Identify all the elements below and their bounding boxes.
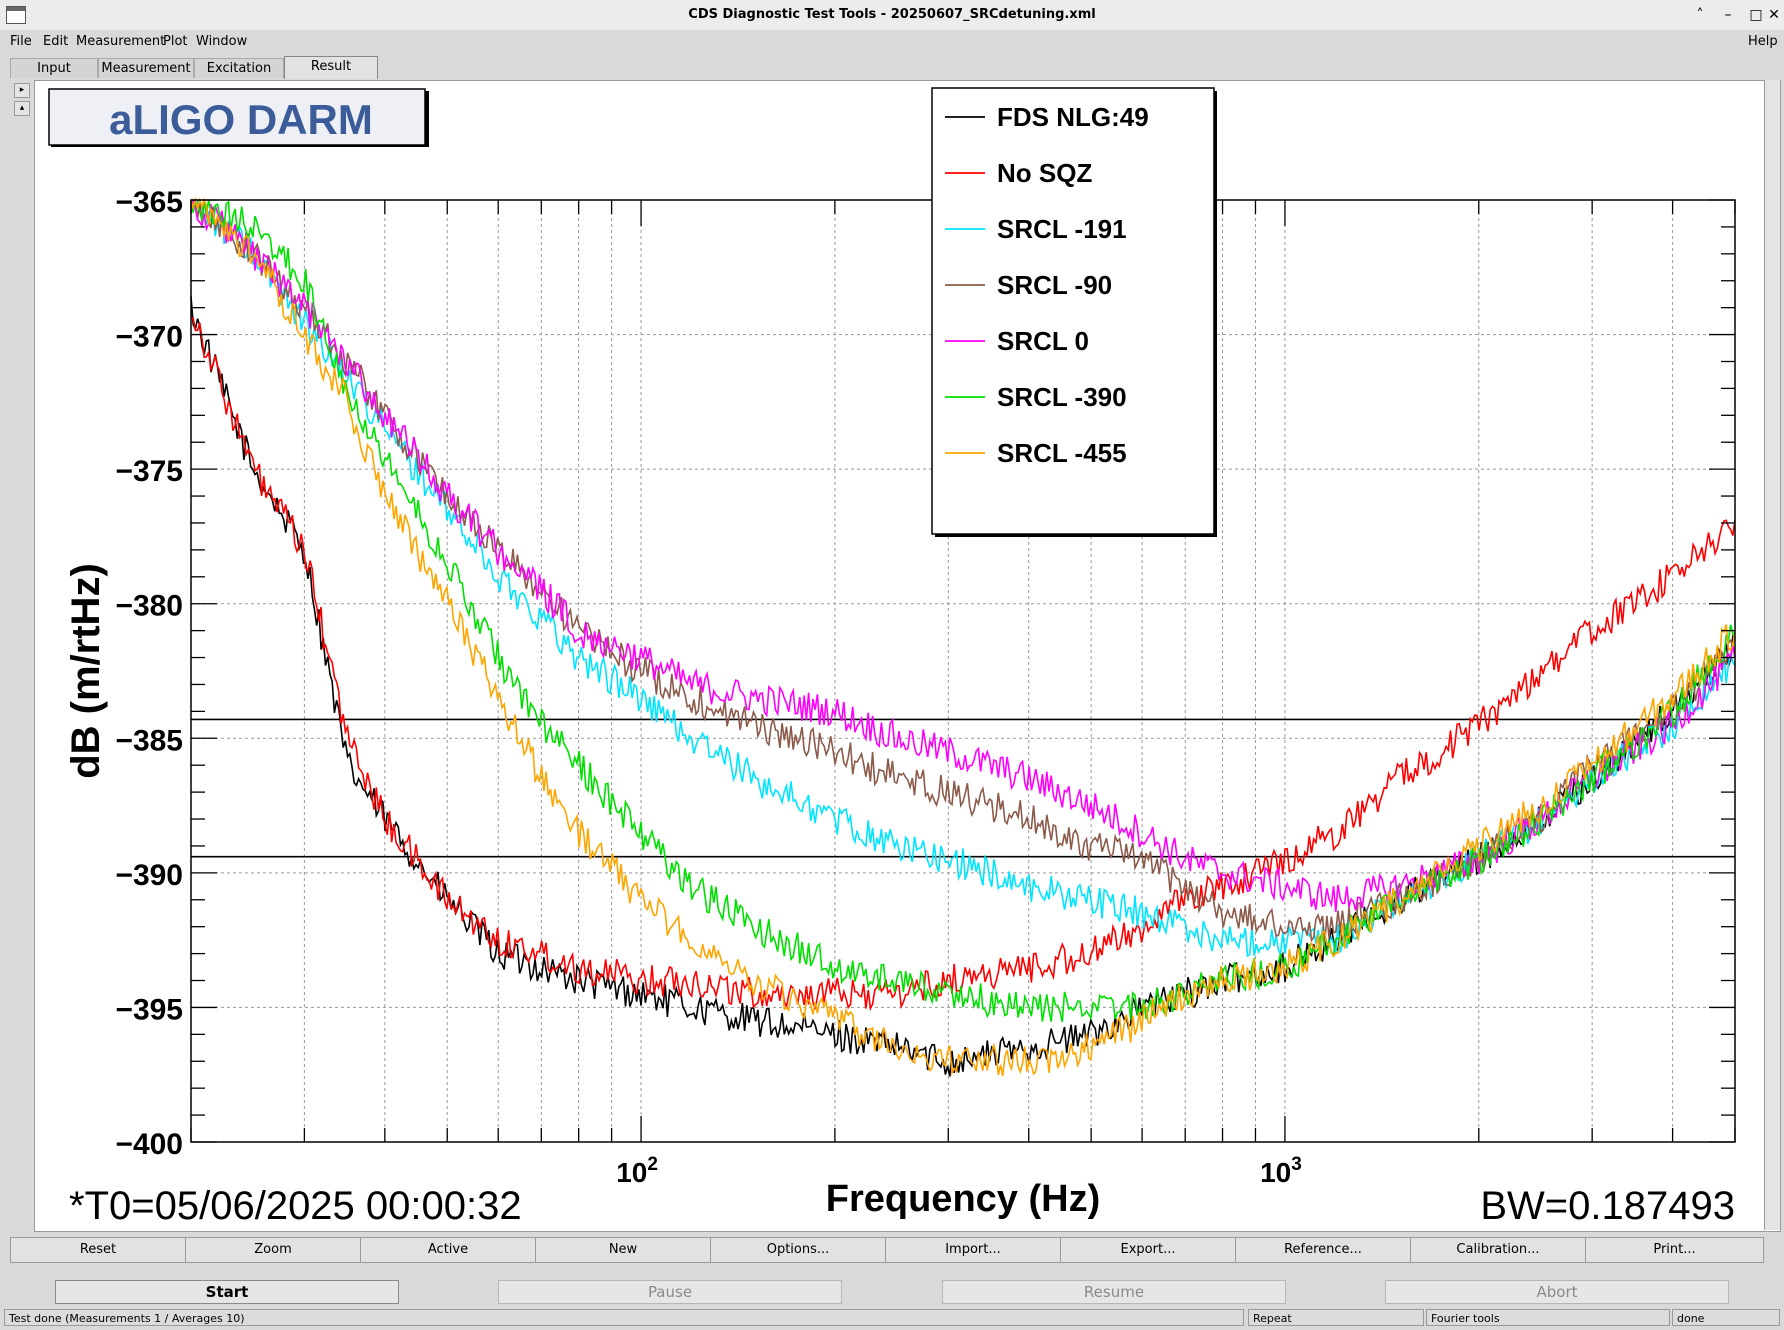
y-tick-label: −365 <box>115 186 183 219</box>
reset-button[interactable]: Reset <box>10 1237 186 1263</box>
legend-box <box>931 87 1215 535</box>
tab-measurement[interactable]: Measurement <box>98 58 194 78</box>
menu-window[interactable]: Window <box>196 34 248 49</box>
chart-title: aLIGO DARM <box>109 96 373 143</box>
tab-excitation[interactable]: Excitation <box>194 58 284 78</box>
y-tick-label: −385 <box>115 724 183 757</box>
legend-entry: FDS NLG:49 <box>997 102 1149 132</box>
series-line-3 <box>191 199 1736 943</box>
series-line-1 <box>190 317 1736 1012</box>
legend-entry: SRCL -191 <box>997 214 1127 244</box>
series-line-5 <box>190 196 1736 1023</box>
y-tick-label: −400 <box>115 1128 183 1161</box>
x-tick-exponent: 3 <box>1291 1154 1302 1175</box>
control-row: Start Pause Resume Abort <box>0 1277 1784 1307</box>
resume-button[interactable]: Resume <box>942 1280 1286 1304</box>
status-repeat: Repeat <box>1248 1309 1424 1326</box>
reference-button[interactable]: Reference... <box>1235 1237 1411 1263</box>
y-tick-label: −395 <box>115 993 183 1026</box>
tab-result[interactable]: Result <box>284 56 378 79</box>
status-tool: Fourier tools <box>1426 1309 1670 1326</box>
legend-entry: SRCL 0 <box>997 326 1089 356</box>
y-axis-label: dB (m/rtHz) <box>64 563 108 779</box>
t0-annotation: *T0=05/06/2025 00:00:32 <box>69 1184 522 1228</box>
y-tick-label: −390 <box>115 859 183 892</box>
x-tick-label: 102 <box>616 1154 658 1188</box>
new-button[interactable]: New <box>535 1237 711 1263</box>
plot-button-row: Reset Zoom Active New Options... Import.… <box>10 1237 1764 1263</box>
app-icon <box>6 6 26 24</box>
chevron-up-icon[interactable]: ˄ <box>1696 7 1704 23</box>
x-tick-label: 103 <box>1260 1154 1302 1188</box>
title-box <box>48 88 426 146</box>
abort-button[interactable]: Abort <box>1385 1280 1729 1304</box>
menu-bar: File Edit Measurement Plot Window Help <box>0 30 1784 52</box>
status-message: Test done (Measurements 1 / Averages 10) <box>4 1309 1244 1326</box>
close-icon[interactable]: ✕ <box>1768 7 1780 23</box>
y-tick-label: −375 <box>115 455 183 488</box>
maximize-icon[interactable]: □ <box>1749 7 1763 23</box>
legend-entry: No SQZ <box>997 158 1092 188</box>
y-tick-label: −380 <box>115 590 183 623</box>
print-button[interactable]: Print... <box>1585 1237 1764 1263</box>
x-axis-label: Frequency (Hz) <box>826 1178 1100 1220</box>
calibration-button[interactable]: Calibration... <box>1410 1237 1586 1263</box>
window-title: CDS Diagnostic Test Tools - 20250607_SRC… <box>688 7 1096 22</box>
vertical-scrollbar[interactable] <box>1764 80 1780 1230</box>
menu-edit[interactable]: Edit <box>43 34 69 49</box>
y-tick-label: −370 <box>115 321 183 354</box>
menu-file[interactable]: File <box>10 34 32 49</box>
menu-measurement[interactable]: Measurement <box>76 34 166 49</box>
legend-entry: SRCL -390 <box>997 382 1127 412</box>
minimize-icon[interactable]: – <box>1724 7 1732 23</box>
plot-panel: aLIGO DARM −365 −370 −375 −380 −385 −390 −395−… <box>34 80 1781 1232</box>
series-layer <box>190 196 1736 1077</box>
expand-right-icon[interactable]: ▸ <box>14 83 30 98</box>
import-button[interactable]: Import... <box>885 1237 1061 1263</box>
pause-button[interactable]: Pause <box>498 1280 842 1304</box>
start-button[interactable]: Start <box>55 1280 399 1304</box>
tab-bar: Input Measurement Excitation Result <box>10 56 1780 79</box>
active-button[interactable]: Active <box>360 1237 536 1263</box>
x-tick-exponent: 2 <box>647 1154 658 1175</box>
status-state: done <box>1672 1309 1780 1326</box>
menu-plot[interactable]: Plot <box>163 34 188 49</box>
legend-entry: SRCL -455 <box>997 438 1127 468</box>
y-axis-ticks: −365 −370 −375 −380 −385 −390 −395 −400 <box>115 186 1735 1161</box>
status-bar: Test done (Measurements 1 / Averages 10)… <box>0 1308 1784 1328</box>
zoom-button[interactable]: Zoom <box>185 1237 361 1263</box>
export-button[interactable]: Export... <box>1060 1237 1236 1263</box>
expand-up-icon[interactable]: ▴ <box>14 101 30 116</box>
menu-help[interactable]: Help <box>1748 34 1778 49</box>
legend-entry: SRCL -90 <box>997 270 1112 300</box>
bw-annotation: BW=0.187493 <box>1480 1184 1735 1228</box>
legend: FDS NLG:49 No SQZ SRCL -191 SRCL -90 SRCL 0 S… <box>945 102 1149 468</box>
series-line-6 <box>190 197 1736 1077</box>
tab-input[interactable]: Input <box>10 58 98 78</box>
options-button[interactable]: Options... <box>710 1237 886 1263</box>
window-titlebar: CDS Diagnostic Test Tools - 20250607_SRC… <box>0 0 1784 31</box>
series-line-4 <box>190 199 1736 913</box>
darm-chart[interactable]: aLIGO DARM −365−370−375−380−385−390−395−… <box>35 81 1780 1231</box>
